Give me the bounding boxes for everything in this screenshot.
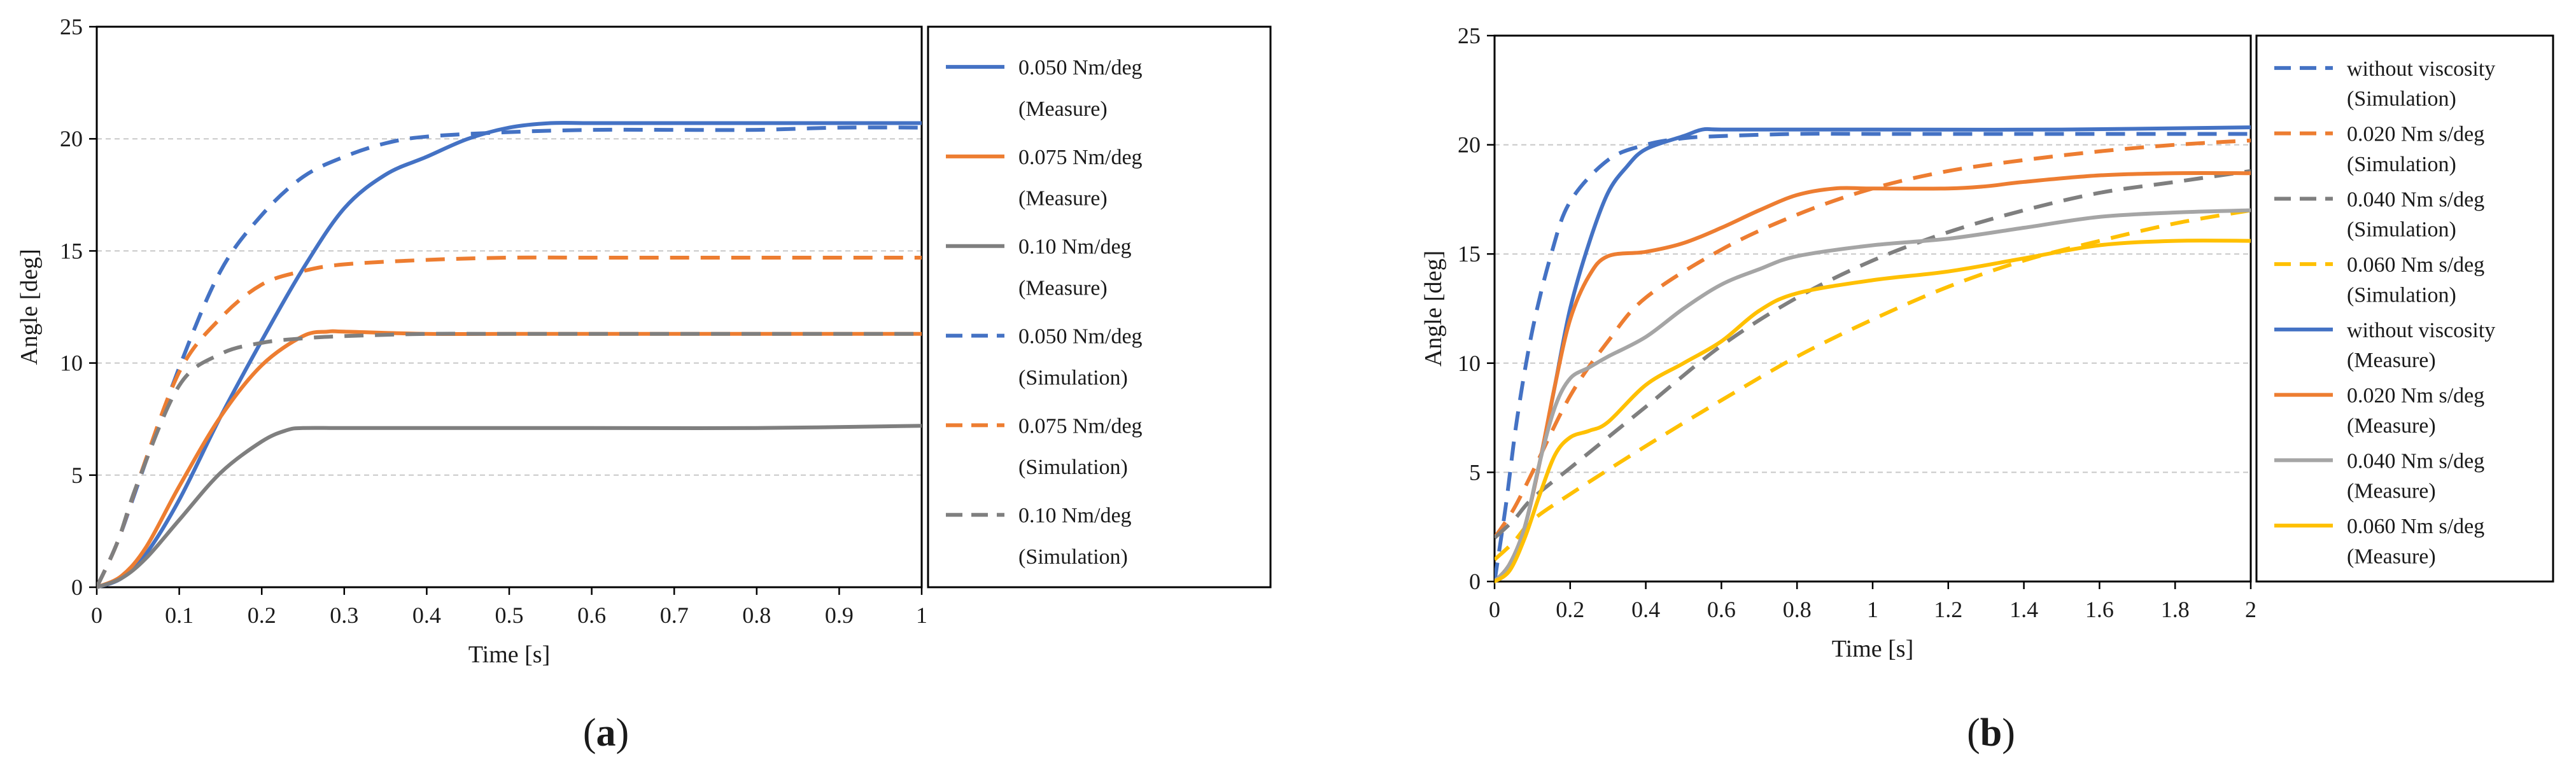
x-tick-label-1: 0.2 [1556,597,1584,622]
y-tick-label-0: 0 [1469,569,1481,594]
legend-label-3: 0.060 Nm s/deg [2347,253,2484,277]
x-tick-label-2: 0.4 [1631,597,1660,622]
legend-label-3: 0.050 Nm/deg [1018,325,1143,349]
y-tick-label-5: 25 [60,14,83,39]
panel-label-open: ( [583,711,596,755]
panel-label: (b) [1967,711,2015,755]
panel-b-chart: 0 0.2 0.4 0.6 0.8 1 1.2 1.4 1.6 1.8 20510152025Tim… [1420,23,2554,755]
legend-sublabel-1: (Simulation) [2347,153,2456,176]
x-tick-label-0: 0 [91,602,102,628]
y-tick-label-4: 20 [1458,132,1481,158]
series-line-5 [1495,171,2251,583]
x-tick-label-4: 0.8 [1783,597,1812,622]
plot-area-frame [95,25,923,588]
panel-label-close: ) [616,711,630,755]
series-line-0 [97,121,922,589]
legend-box [927,25,1272,588]
x-tick-label-5: 1 [1867,597,1878,622]
y-tick-label-0: 0 [71,575,83,600]
series-line-5 [97,331,922,588]
panel-label-open: ( [1967,711,1980,755]
legend-label-1: 0.020 Nm s/deg [2347,123,2484,146]
series-line-6 [1495,208,2251,583]
y-tick-label-4: 20 [60,126,83,151]
legend-label-2: 0.040 Nm s/deg [2347,188,2484,211]
x-tick-label-1: 0.1 [165,602,194,628]
legend-sublabel-2: (Measure) [1018,277,1108,300]
legend-label-6: 0.040 Nm s/deg [2347,449,2484,473]
legend-label-1: 0.075 Nm/deg [1018,146,1143,169]
series-group [97,121,922,589]
panel-label-close: ) [2002,711,2015,755]
x-tick-label-2: 0.2 [248,602,276,628]
legend-sublabel-3: (Simulation) [2347,283,2456,307]
legend-sublabel-2: (Simulation) [2347,218,2456,242]
y-axis-label: Angle [deg] [16,249,43,365]
y-tick-label-5: 25 [1458,23,1481,48]
series-group [1495,125,2251,583]
legend-label-5: 0.020 Nm s/deg [2347,384,2484,408]
series-line-4 [97,255,922,588]
y-tick-label-2: 10 [1458,351,1481,376]
series-line-3 [97,125,922,588]
legend-sublabel-3: (Simulation) [1018,366,1128,389]
x-tick-label-9: 1.8 [2161,597,2190,622]
x-tick-label-8: 0.8 [742,602,771,628]
x-tick-label-10: 2 [2245,597,2256,622]
legend-box [2255,34,2554,583]
series-line-1 [97,329,922,589]
x-tick-label-7: 1.4 [2009,597,2038,622]
y-tick-label-1: 5 [71,463,83,488]
panel-label-letter: a [596,711,616,755]
legend-sublabel-7: (Measure) [2347,545,2436,568]
y-tick-label-3: 15 [60,238,83,263]
legend-sublabel-1: (Measure) [1018,187,1108,211]
x-tick-label-5: 0.5 [495,602,524,628]
x-tick-label-6: 0.6 [577,602,606,628]
series-line-2 [1495,169,2251,540]
panel-label: (a) [583,711,629,755]
legend-sublabel-0: (Measure) [1018,97,1108,121]
x-tick-label-0: 0 [1489,597,1500,622]
x-tick-label-6: 1.2 [1934,597,1962,622]
series-line-3 [1495,208,2251,561]
y-axis-label: Angle [deg] [1420,251,1447,367]
x-tick-label-4: 0.4 [412,602,441,628]
plot-area-frame [1493,34,2252,583]
legend-sublabel-4: (Measure) [2347,349,2436,372]
x-axis-label: Time [s] [1832,636,1913,662]
legend-label-0: without viscosity [2347,57,2495,81]
series-line-7 [1495,239,2251,583]
legend-label-4: without viscosity [2347,319,2495,342]
y-tick-label-1: 5 [1469,459,1481,485]
x-tick-label-7: 0.7 [660,602,689,628]
legend-sublabel-5: (Measure) [2347,414,2436,438]
y-tick-label-3: 15 [1458,241,1481,267]
series-line-4 [1495,125,2251,583]
legend-label-0: 0.050 Nm/deg [1018,56,1143,80]
x-tick-label-3: 0.6 [1707,597,1736,622]
legend-label-5: 0.10 Nm/deg [1018,504,1132,527]
x-axis-label: Time [s] [468,641,550,668]
y-tick-label-2: 10 [60,351,83,376]
legend-sublabel-4: (Simulation) [1018,456,1128,479]
legend-label-2: 0.10 Nm/deg [1018,235,1132,259]
series-line-1 [1495,138,2251,540]
panel-a-chart: 0 0.1 0.2 0.3 0.4 0.5 0.6 0.7 0.8 0.9 10510152025T… [16,14,1272,755]
x-tick-label-3: 0.3 [330,602,358,628]
panel-label-letter: b [1980,711,2002,755]
x-tick-label-10: 1 [916,602,927,628]
legend-label-4: 0.075 Nm/deg [1018,414,1143,438]
series-line-2 [97,424,922,589]
x-tick-label-9: 0.9 [825,602,854,628]
legend-sublabel-5: (Simulation) [1018,545,1128,569]
legend-sublabel-6: (Measure) [2347,480,2436,503]
x-tick-label-8: 1.6 [2085,597,2114,622]
legend-label-7: 0.060 Nm s/deg [2347,515,2484,538]
series-line-0 [1495,132,2251,582]
legend-sublabel-0: (Simulation) [2347,87,2456,111]
